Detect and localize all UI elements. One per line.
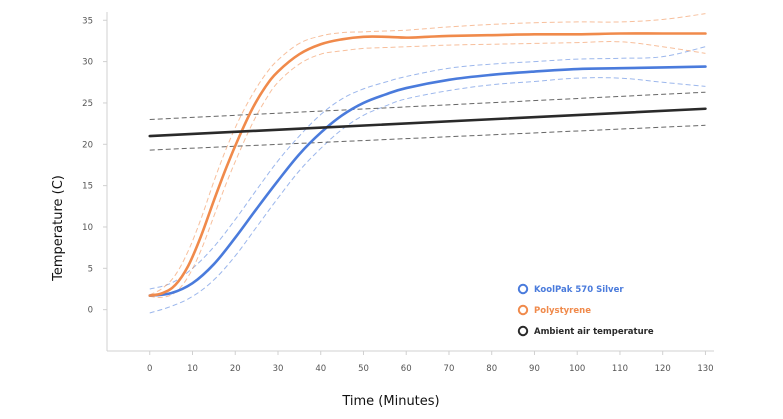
tick-labels: 0 5 10 15 20 25 30 35 0 10 20 30 40 50 60 70 80 90 100 110 1… [82, 16, 713, 374]
legend-marker-koolpak-570-silver [517, 283, 529, 295]
series-lines [148, 32, 707, 297]
legend-label-koolpak-570-silver: KoolPak 570 Silver [534, 285, 624, 295]
ambient-air-temperature-lower-bound [149, 124, 706, 151]
x-tick-label: 130 [697, 364, 713, 374]
ambient-air-temperature-line [148, 107, 707, 138]
polystyrene-upper-bound [149, 13, 706, 296]
koolpak-570-silver-lower-bound [149, 77, 706, 314]
y-tick-label: 0 [88, 306, 93, 316]
x-tick-label: 120 [655, 364, 671, 374]
x-tick-label: 60 [401, 364, 412, 374]
y-tick-label: 35 [82, 16, 93, 26]
axes [103, 12, 714, 355]
y-tick-label: 20 [82, 140, 93, 150]
x-tick-label: 50 [358, 364, 369, 374]
confidence-bands [149, 13, 706, 314]
x-tick-label: 40 [315, 364, 326, 374]
x-tick-label: 100 [569, 364, 585, 374]
legend-label-polystyrene: Polystyrene [534, 306, 591, 316]
x-tick-label: 20 [230, 364, 241, 374]
polystyrene-line [148, 32, 707, 297]
x-tick-label: 80 [486, 364, 497, 374]
x-tick-label: 30 [273, 364, 284, 374]
x-tick-label: 110 [612, 364, 628, 374]
legend-label-ambient-air-temperature: Ambient air temperature [534, 327, 654, 337]
x-tick-label: 70 [444, 364, 455, 374]
legend: KoolPak 570 Silver Polystyrene Ambient air… [517, 283, 654, 337]
ambient-air-temperature-upper-bound [149, 91, 706, 120]
x-tick-label: 90 [529, 364, 540, 374]
legend-marker-polystyrene [517, 304, 529, 316]
x-tick-label: 10 [187, 364, 198, 374]
y-tick-label: 10 [82, 223, 93, 233]
x-tick-label: 0 [147, 364, 152, 374]
y-tick-label: 15 [82, 182, 93, 192]
legend-marker-ambient-air-temperature [517, 325, 529, 337]
y-tick-label: 25 [82, 99, 93, 109]
y-tick-label: 5 [88, 264, 93, 274]
polystyrene-lower-bound [149, 41, 706, 298]
y-axis-title: Temperature (C) [51, 175, 66, 282]
x-axis-title: Time (Minutes) [341, 394, 439, 409]
y-tick-label: 30 [82, 58, 93, 68]
koolpak-570-silver-line [148, 65, 707, 297]
koolpak-570-silver-upper-bound [149, 46, 706, 290]
